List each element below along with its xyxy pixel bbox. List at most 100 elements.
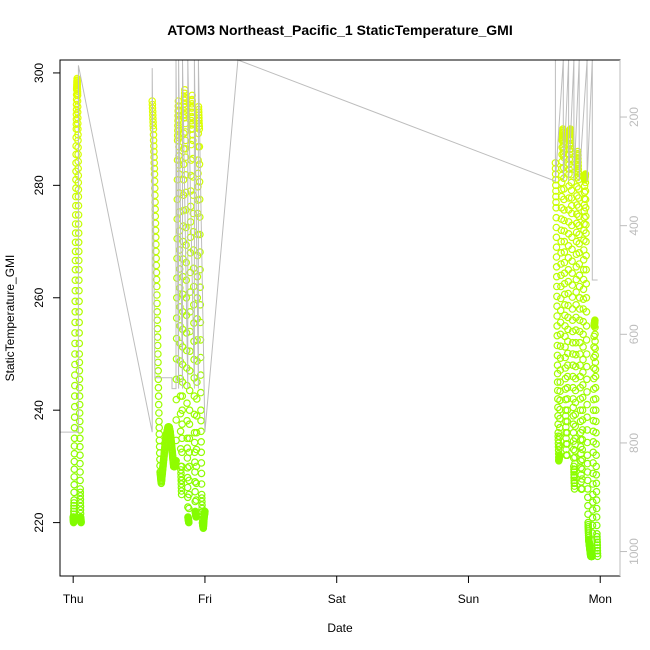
data-point: [172, 395, 181, 404]
data-point: [76, 459, 84, 468]
data-point: [571, 350, 580, 359]
data-point: [197, 459, 206, 467]
chart-title: ATOM3 Northeast_Pacific_1 StaticTemperat…: [167, 22, 512, 38]
data-point: [155, 409, 163, 417]
data-point: [70, 465, 79, 474]
data-point: [183, 434, 192, 443]
data-point: [582, 265, 591, 274]
data-point: [570, 482, 579, 490]
data-point: [588, 498, 597, 507]
data-point: [560, 206, 568, 214]
data-point: [572, 300, 580, 309]
pressure-series-line: [60, 59, 598, 433]
data-point: [592, 470, 601, 479]
data-point: [563, 372, 572, 381]
data-point: [72, 201, 80, 210]
data-point: [155, 417, 163, 426]
data-point: [152, 247, 160, 256]
data-point: [583, 485, 592, 493]
data-point: [72, 192, 80, 201]
y2-tick-label: 400: [627, 215, 641, 235]
data-point: [574, 168, 583, 177]
data-point: [185, 406, 194, 415]
data-point: [76, 488, 85, 497]
data-point: [592, 417, 600, 426]
data-point: [553, 341, 562, 350]
data-point: [185, 434, 194, 443]
data-point: [583, 451, 592, 460]
data-point: [190, 438, 199, 447]
data-point: [552, 204, 560, 212]
data-point: [581, 187, 590, 195]
data-point: [76, 451, 84, 460]
data-point: [588, 521, 597, 530]
data-point: [572, 326, 580, 334]
data-point: [177, 490, 186, 499]
data-point: [582, 307, 591, 316]
x-tick-label: Mon: [589, 592, 612, 606]
data-point: [73, 87, 82, 96]
x-axis: Thu Fri Sat Sun Mon: [63, 576, 612, 606]
data-point: [191, 487, 199, 496]
x-tick-label: Sat: [328, 592, 347, 606]
data-point: [557, 249, 565, 257]
data-point: [583, 438, 592, 447]
data-point: [553, 302, 561, 311]
data-points-layer: [69, 74, 602, 561]
data-point: [592, 496, 601, 504]
data-point: [553, 292, 561, 301]
y-tick-label: 260: [32, 287, 46, 307]
data-point: [185, 420, 194, 429]
data-point: [195, 178, 204, 186]
y-tick-label: 300: [32, 63, 46, 83]
data-point: [583, 388, 591, 396]
data-point: [552, 253, 561, 261]
data-point: [75, 286, 83, 295]
data-point: [560, 300, 569, 309]
data-point: [185, 490, 193, 499]
data-point: [572, 210, 581, 219]
data-point: [582, 322, 591, 330]
data-point: [563, 383, 572, 392]
data-point: [149, 136, 158, 145]
data-point: [173, 293, 181, 302]
data-point: [593, 532, 601, 541]
data-point: [554, 403, 562, 412]
data-point: [153, 282, 161, 291]
data-point: [591, 372, 600, 381]
data-point: [173, 254, 181, 263]
data-point: [75, 318, 84, 327]
data-point: [563, 451, 571, 460]
data-point: [172, 314, 181, 322]
data-point: [76, 506, 85, 514]
x-tick-label: Sun: [458, 592, 479, 606]
data-point: [592, 440, 600, 448]
data-point: [569, 411, 578, 420]
data-point: [176, 409, 185, 418]
data-point: [582, 293, 591, 302]
data-point: [593, 546, 602, 555]
data-point: [583, 400, 591, 409]
data-point: [70, 442, 79, 450]
data-point: [551, 181, 560, 190]
data-point: [591, 358, 600, 367]
data-point: [568, 269, 577, 278]
data-point: [153, 316, 162, 325]
data-point: [193, 378, 201, 386]
data-point: [556, 378, 565, 386]
data-point: [588, 537, 597, 545]
data-point: [72, 115, 81, 124]
data-point: [592, 451, 601, 460]
data-point: [560, 195, 568, 204]
data-point: [172, 334, 181, 343]
data-point: [76, 426, 84, 434]
y2-tick-label: 1000: [627, 538, 641, 565]
plot-frame: [59, 59, 621, 577]
y-tick-label: 240: [32, 400, 46, 420]
data-point: [562, 434, 570, 443]
data-point: [70, 413, 79, 422]
data-point: [150, 159, 159, 167]
data-point: [74, 114, 82, 122]
data-point: [560, 290, 569, 299]
data-point: [193, 395, 201, 403]
